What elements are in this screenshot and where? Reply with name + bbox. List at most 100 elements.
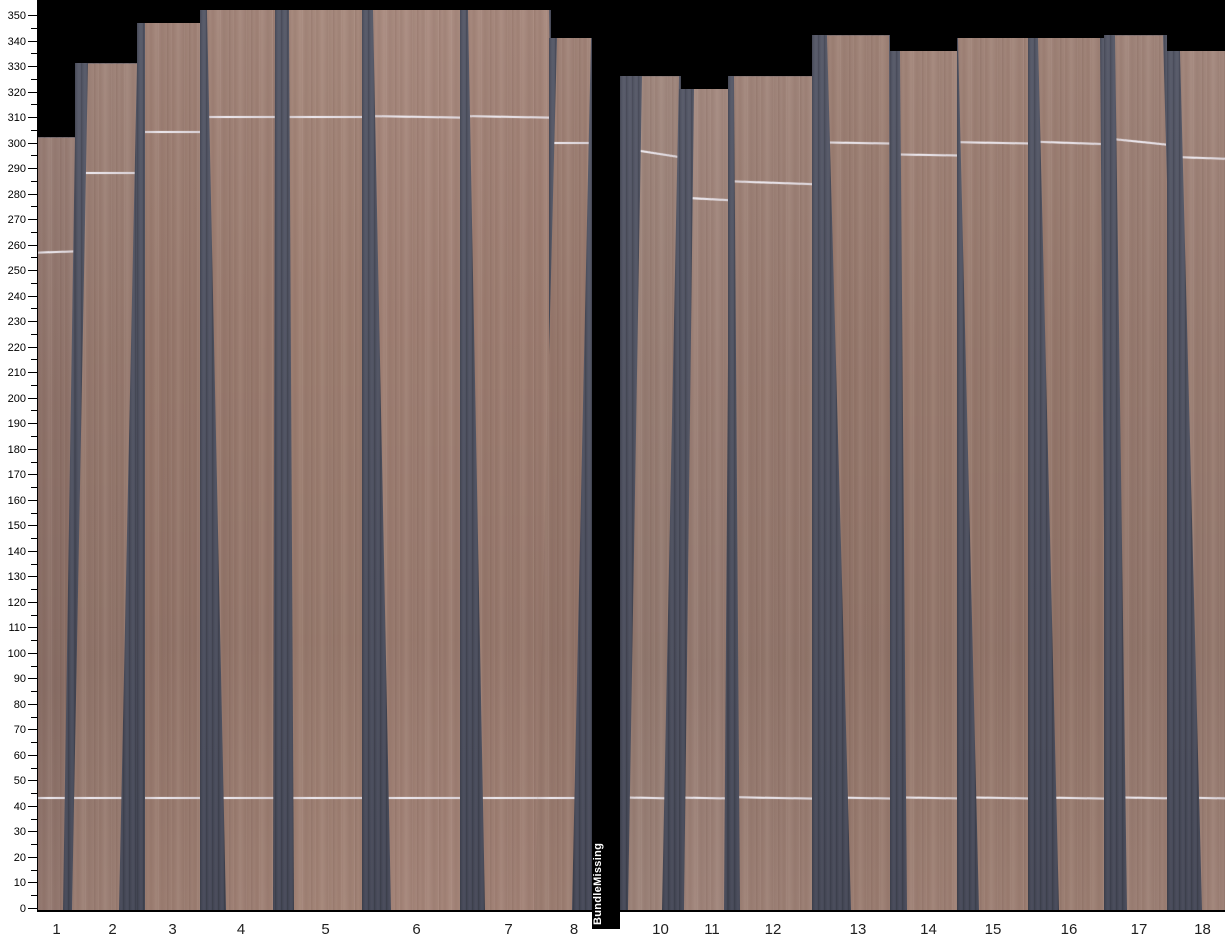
y-tick-major bbox=[28, 66, 37, 68]
y-tick-label-40: 40 bbox=[13, 800, 26, 813]
y-tick-label-140: 140 bbox=[7, 545, 26, 558]
chalk-mark-8-43 bbox=[535, 797, 591, 800]
bundle-number-17: 17 bbox=[1130, 921, 1148, 938]
y-tick-major bbox=[28, 499, 37, 501]
y-tick-major bbox=[28, 550, 37, 552]
bundle-plank-12[interactable] bbox=[734, 76, 824, 910]
bundle-plank-6[interactable] bbox=[373, 9, 476, 910]
y-tick-label-120: 120 bbox=[7, 596, 26, 609]
y-tick-minor bbox=[31, 589, 37, 591]
y-tick-major bbox=[28, 219, 37, 221]
chalk-mark-1-257 bbox=[38, 250, 75, 254]
bundle-number-10: 10 bbox=[652, 921, 669, 938]
y-tick-label-20: 20 bbox=[13, 851, 26, 864]
y-tick-major bbox=[28, 652, 37, 654]
y-tick-minor bbox=[31, 129, 37, 131]
y-tick-minor bbox=[31, 27, 37, 29]
y-tick-minor bbox=[31, 716, 37, 718]
y-tick-minor bbox=[31, 78, 37, 80]
bundle-number-6: 6 bbox=[412, 921, 421, 938]
chalk-mark-13-300 bbox=[827, 140, 891, 145]
y-tick-label-60: 60 bbox=[13, 749, 26, 762]
y-tick-label-130: 130 bbox=[7, 571, 26, 584]
y-tick-label-230: 230 bbox=[7, 316, 26, 329]
chalk-mark-14-43 bbox=[900, 796, 963, 800]
y-tick-label-290: 290 bbox=[7, 163, 26, 176]
y-tick-major bbox=[28, 244, 37, 246]
y-tick-major bbox=[28, 908, 37, 909]
bundle-plank-5[interactable] bbox=[289, 9, 372, 910]
bundle-number-15: 15 bbox=[984, 921, 1002, 938]
y-tick-minor bbox=[31, 895, 37, 897]
y-tick-label-160: 160 bbox=[7, 494, 26, 507]
bundle-number-18: 18 bbox=[1194, 921, 1211, 938]
chalk-mark-4-310 bbox=[207, 116, 275, 119]
y-tick-label-90: 90 bbox=[13, 673, 26, 686]
y-tick-minor bbox=[31, 180, 37, 182]
chalk-mark-2-288 bbox=[72, 172, 137, 175]
chalk-mark-14-295 bbox=[900, 153, 963, 157]
y-tick-major bbox=[28, 40, 37, 42]
y-tick-major bbox=[28, 321, 37, 323]
y-tick-major bbox=[28, 346, 37, 348]
y-tick-minor bbox=[31, 308, 37, 310]
y-tick-minor bbox=[31, 793, 37, 795]
bundle-number-2: 2 bbox=[108, 921, 117, 938]
bundle-number-7: 7 bbox=[504, 921, 513, 938]
bundle-missing-bar[interactable]: BundleMissing bbox=[592, 8, 620, 929]
chalk-mark-18-294 bbox=[1180, 156, 1225, 160]
y-tick-major bbox=[28, 448, 37, 450]
y-tick-minor bbox=[31, 155, 37, 157]
y-tick-minor bbox=[31, 538, 37, 540]
y-tick-label-250: 250 bbox=[7, 265, 26, 278]
bundle-number-4: 4 bbox=[236, 921, 246, 938]
y-tick-minor bbox=[31, 333, 37, 335]
y-tick-major bbox=[28, 831, 37, 833]
y-tick-minor bbox=[31, 767, 37, 769]
y-tick-major bbox=[28, 525, 37, 527]
bundle-number-1: 1 bbox=[52, 921, 61, 938]
y-tick-label-220: 220 bbox=[7, 341, 26, 354]
y-tick-major bbox=[28, 295, 37, 297]
y-tick-minor bbox=[31, 282, 37, 284]
y-tick-label-0: 0 bbox=[19, 903, 26, 915]
y-tick-minor bbox=[31, 384, 37, 386]
y-tick-label-10: 10 bbox=[13, 877, 26, 890]
y-tick-minor bbox=[31, 614, 37, 616]
y-tick-minor bbox=[31, 435, 37, 437]
chalk-mark-5-310 bbox=[289, 116, 372, 119]
bundle-plank-7[interactable] bbox=[468, 9, 562, 910]
y-tick-label-180: 180 bbox=[7, 443, 26, 456]
bundle-number-14: 14 bbox=[920, 921, 937, 938]
y-tick-major bbox=[28, 117, 37, 119]
bundle-plank-3[interactable] bbox=[145, 22, 202, 910]
y-tick-minor bbox=[31, 206, 37, 208]
y-tick-label-300: 300 bbox=[7, 137, 26, 150]
y-tick-minor bbox=[31, 104, 37, 106]
bundle-number-13: 13 bbox=[849, 921, 867, 938]
y-tick-label-200: 200 bbox=[7, 392, 26, 405]
bundle-number-16: 16 bbox=[1060, 921, 1078, 938]
y-tick-minor bbox=[31, 665, 37, 667]
y-tick-label-80: 80 bbox=[13, 698, 26, 711]
chalk-mark-6-43 bbox=[373, 797, 476, 800]
chalk-mark-7-43 bbox=[468, 797, 562, 800]
bundle-plank-14[interactable] bbox=[900, 50, 963, 910]
y-tick-minor bbox=[31, 640, 37, 642]
y-tick-minor bbox=[31, 461, 37, 463]
y-tick-major bbox=[28, 856, 37, 858]
bundle-number-12: 12 bbox=[764, 921, 782, 938]
chalk-mark-5-43 bbox=[289, 797, 372, 800]
y-tick-major bbox=[28, 703, 37, 705]
y-tick-label-210: 210 bbox=[7, 367, 26, 380]
y-tick-label-240: 240 bbox=[7, 290, 26, 303]
bundle-number-3: 3 bbox=[168, 921, 177, 938]
y-tick-major bbox=[28, 193, 37, 195]
y-tick-minor bbox=[31, 231, 37, 233]
y-tick-major bbox=[28, 576, 37, 578]
y-tick-label-280: 280 bbox=[7, 188, 26, 201]
y-tick-label-190: 190 bbox=[7, 418, 26, 431]
y-tick-major bbox=[28, 397, 37, 399]
y-tick-label-30: 30 bbox=[13, 826, 26, 839]
y-tick-label-170: 170 bbox=[7, 469, 26, 482]
